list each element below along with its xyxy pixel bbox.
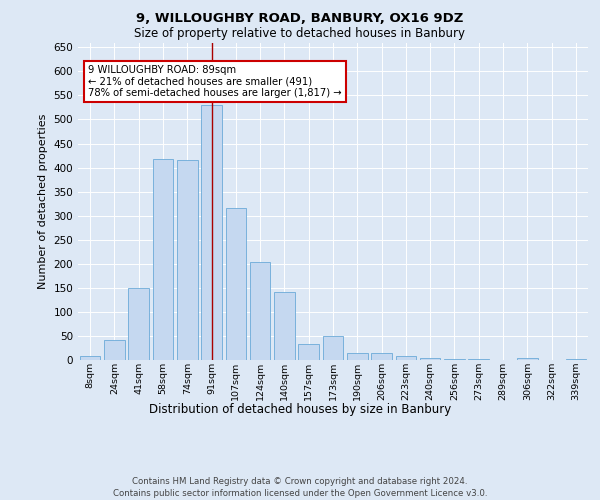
Bar (444, 358, 465, 360)
Y-axis label: Number of detached properties: Number of detached properties (38, 114, 48, 289)
Bar (177, 160, 197, 360)
Bar (152, 160, 173, 360)
Bar (226, 208, 246, 360)
Bar (274, 292, 295, 360)
Text: 9, WILLOUGHBY ROAD, BANBURY, OX16 9DZ: 9, WILLOUGHBY ROAD, BANBURY, OX16 9DZ (136, 12, 464, 26)
Bar (250, 262, 271, 360)
Bar (469, 359, 489, 360)
Bar (80, 356, 100, 360)
Text: 9 WILLOUGHBY ROAD: 89sqm
← 21% of detached houses are smaller (491)
78% of semi-: 9 WILLOUGHBY ROAD: 89sqm ← 21% of detach… (88, 64, 342, 98)
Bar (298, 344, 319, 360)
Bar (347, 353, 368, 360)
Text: Size of property relative to detached houses in Banbury: Size of property relative to detached ho… (134, 28, 466, 40)
Bar (201, 105, 222, 360)
Text: Distribution of detached houses by size in Banbury: Distribution of detached houses by size … (149, 402, 451, 415)
Bar (104, 340, 125, 360)
Text: Contains HM Land Registry data © Crown copyright and database right 2024.: Contains HM Land Registry data © Crown c… (132, 478, 468, 486)
Bar (420, 358, 440, 360)
Bar (566, 358, 586, 360)
Bar (517, 358, 538, 360)
Text: Contains public sector information licensed under the Open Government Licence v3: Contains public sector information licen… (113, 489, 487, 498)
Bar (395, 356, 416, 360)
Bar (128, 288, 149, 360)
Bar (371, 354, 392, 360)
Bar (323, 336, 343, 360)
